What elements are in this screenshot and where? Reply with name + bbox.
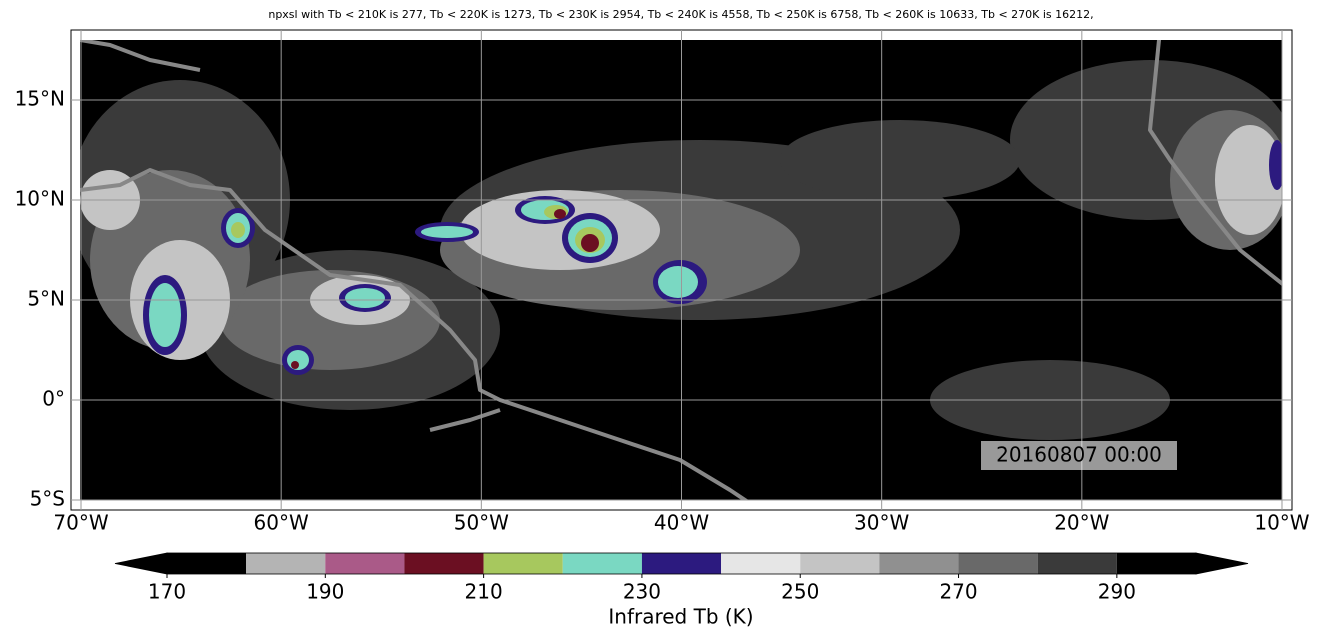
title: npxsl with Tb < 210K is 277, Tb < 220K i… xyxy=(268,8,1093,21)
x-tick-label: 70°W xyxy=(53,511,108,535)
colorbar-cell xyxy=(325,553,405,574)
y-tick-label: 15°N xyxy=(15,87,65,111)
x-tick-label: 10°W xyxy=(1254,511,1309,535)
colorbar-tick-label: 290 xyxy=(1098,580,1136,604)
colorbar-tick-label: 170 xyxy=(148,580,186,604)
y-tick-label: 5°S xyxy=(30,487,65,511)
x-tick-label: 60°W xyxy=(254,511,309,535)
colorbar-extension xyxy=(1195,552,1249,575)
colorbar-tick-label: 190 xyxy=(306,580,344,604)
colorbar-tick-label: 250 xyxy=(781,580,819,604)
x-tick-label: 30°W xyxy=(854,511,909,535)
colorbar-frame xyxy=(166,552,1197,575)
x-tick-label: 50°W xyxy=(454,511,509,535)
y-tick-label: 0° xyxy=(42,387,65,411)
timestamp: 20160807 00:00 xyxy=(996,443,1162,467)
colorbar-cell xyxy=(404,553,484,574)
colorbar-cell xyxy=(958,553,1038,574)
colorbar-label: Infrared Tb (K) xyxy=(608,605,753,629)
x-tick-label: 20°W xyxy=(1054,511,1109,535)
x-tick-label: 40°W xyxy=(654,511,709,535)
colorbar-extension xyxy=(114,552,168,575)
y-tick-label: 10°N xyxy=(15,187,65,211)
colorbar-cell xyxy=(167,553,247,574)
colorbar-cell xyxy=(641,553,722,574)
colorbar-cell xyxy=(1116,553,1196,574)
grid xyxy=(71,30,1292,510)
colorbar-tick-label: 210 xyxy=(465,580,503,604)
y-tick-label: 5°N xyxy=(27,287,65,311)
colorbar-cell xyxy=(483,553,563,574)
colorbar-cell xyxy=(800,553,880,574)
imagery xyxy=(80,40,1282,500)
colorbar-cell xyxy=(721,553,801,574)
colorbar-tick-label: 230 xyxy=(623,580,661,604)
colorbar-cell xyxy=(1037,553,1117,574)
colorbar-cell xyxy=(562,553,642,574)
annotation-box xyxy=(981,441,1177,470)
colorbar-cell xyxy=(246,553,326,574)
colorbar-tick-label: 270 xyxy=(939,580,977,604)
colorbar-cell xyxy=(879,553,959,574)
